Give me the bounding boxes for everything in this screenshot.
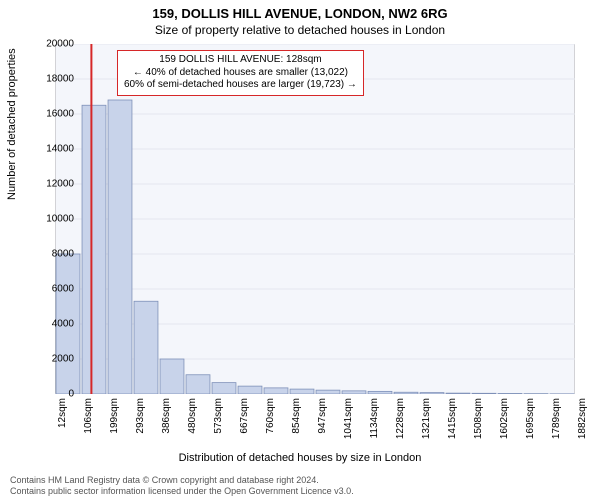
xtick-label: 106sqm [83, 398, 94, 448]
y-axis-label: Number of detached properties [6, 48, 18, 200]
annotation-box: 159 DOLLIS HILL AVENUE: 128sqm ← 40% of … [117, 50, 364, 96]
ytick-label: 6000 [52, 284, 74, 295]
xtick-label: 1882sqm [577, 398, 588, 448]
xtick-label: 1041sqm [343, 398, 354, 448]
histogram-plot [55, 44, 575, 394]
xtick-label: 573sqm [213, 398, 224, 448]
ytick-label: 8000 [52, 249, 74, 260]
chart-title-sub: Size of property relative to detached ho… [0, 21, 600, 37]
annotation-line3: 60% of semi-detached houses are larger (… [124, 79, 357, 92]
xtick-label: 854sqm [291, 398, 302, 448]
xtick-label: 1508sqm [473, 398, 484, 448]
xtick-label: 1602sqm [499, 398, 510, 448]
xtick-label: 199sqm [109, 398, 120, 448]
footer-line1: Contains HM Land Registry data © Crown c… [10, 475, 354, 485]
plot-wrap: 159 DOLLIS HILL AVENUE: 128sqm ← 40% of … [55, 44, 575, 394]
ytick-label: 4000 [52, 319, 74, 330]
footer-line2: Contains public sector information licen… [10, 486, 354, 496]
xtick-label: 760sqm [265, 398, 276, 448]
footer-attribution: Contains HM Land Registry data © Crown c… [10, 475, 354, 496]
xtick-label: 12sqm [57, 398, 68, 448]
ytick-label: 0 [68, 389, 74, 400]
chart-container: 159, DOLLIS HILL AVENUE, LONDON, NW2 6RG… [0, 0, 600, 500]
xtick-label: 1789sqm [551, 398, 562, 448]
ytick-label: 16000 [46, 109, 74, 120]
annotation-line2: ← 40% of detached houses are smaller (13… [124, 67, 357, 80]
xtick-label: 480sqm [187, 398, 198, 448]
xtick-label: 1415sqm [447, 398, 458, 448]
x-axis-label: Distribution of detached houses by size … [0, 452, 600, 464]
xtick-label: 947sqm [317, 398, 328, 448]
xtick-label: 667sqm [239, 398, 250, 448]
ytick-label: 14000 [46, 144, 74, 155]
xtick-label: 386sqm [161, 398, 172, 448]
annotation-line1: 159 DOLLIS HILL AVENUE: 128sqm [124, 54, 357, 67]
ytick-label: 20000 [46, 39, 74, 50]
xtick-label: 293sqm [135, 398, 146, 448]
ytick-label: 2000 [52, 354, 74, 365]
xtick-label: 1321sqm [421, 398, 432, 448]
ytick-label: 10000 [46, 214, 74, 225]
xtick-label: 1134sqm [369, 398, 380, 448]
xtick-label: 1228sqm [395, 398, 406, 448]
ytick-label: 18000 [46, 74, 74, 85]
xtick-label: 1695sqm [525, 398, 536, 448]
ytick-label: 12000 [46, 179, 74, 190]
chart-title-address: 159, DOLLIS HILL AVENUE, LONDON, NW2 6RG [0, 0, 600, 21]
